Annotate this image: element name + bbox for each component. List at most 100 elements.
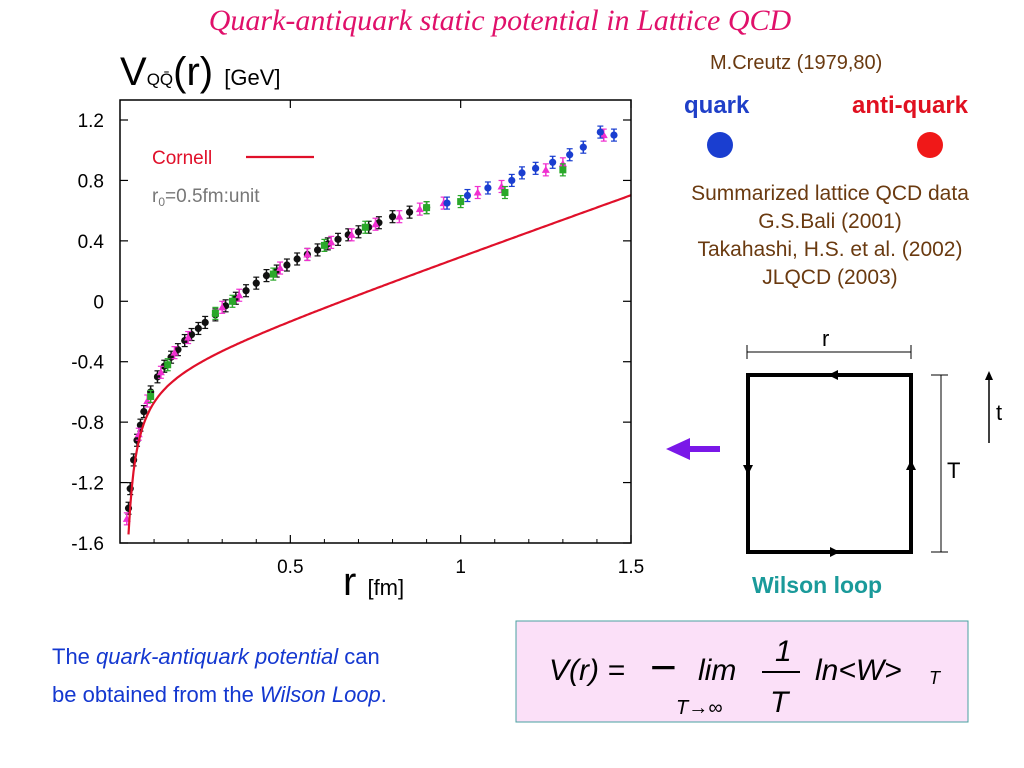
data-point — [293, 252, 301, 266]
ref-line: G.S.Bali (2001) — [758, 210, 902, 233]
data-point — [170, 346, 179, 360]
wilson-loop-rect — [746, 373, 913, 554]
ref-line: Takahashi, H.S. et al. (2002) — [697, 238, 963, 261]
data-point — [147, 389, 155, 404]
x-tick-label: 0.5 — [277, 557, 303, 578]
data-point — [579, 140, 587, 154]
wilson-loop-caption: Wilson loop — [752, 572, 883, 598]
formula-ln-sub: T — [929, 668, 942, 688]
wilson-loop-diagram: r T t — [743, 326, 1002, 557]
y-axis-label-main: V — [120, 50, 147, 94]
data-point — [283, 258, 291, 272]
formula-lim: lim — [698, 654, 736, 687]
data-point — [541, 163, 550, 177]
formula-numerator: 1 — [775, 635, 792, 668]
chart-ticks: 1.2 0.8 0.4 0 -0.4 -0.8 -1.2 -1.6 0.5 1 1.5 — [71, 100, 644, 578]
time-axis-label: t — [996, 400, 1002, 425]
data-point — [508, 173, 516, 188]
data-point — [463, 188, 472, 203]
r0-annotation: r0=0.5fm:unit — [152, 186, 260, 209]
x-tick-label: 1 — [455, 557, 466, 578]
antiquark-dot-icon — [917, 132, 943, 158]
antiquark-label: anti-quark — [852, 92, 969, 119]
data-point — [596, 125, 604, 139]
y-axis-label-sub: QQ̄ — [146, 70, 174, 89]
data-point — [327, 235, 336, 249]
data-point — [610, 128, 618, 142]
data-point — [262, 269, 271, 283]
y-tick-label: -1.2 — [71, 474, 104, 495]
r-dimension-label: r — [822, 326, 829, 351]
data-point — [276, 261, 285, 275]
data-point — [457, 194, 465, 209]
y-axis-label: VQQ̄(r) [GeV] — [120, 50, 280, 95]
data-point — [140, 404, 148, 419]
data-point — [473, 185, 482, 200]
y-tick-label: -0.8 — [71, 413, 104, 434]
y-axis-label-arg: (r) — [173, 50, 214, 94]
data-point — [518, 166, 526, 180]
ref-line: Summarized lattice QCD data — [691, 182, 969, 205]
data-point — [361, 220, 369, 234]
data-point — [354, 225, 363, 239]
data-point — [532, 161, 540, 175]
data-point — [194, 321, 202, 336]
data-point — [559, 163, 567, 177]
data-point — [252, 276, 260, 290]
data-point — [566, 148, 574, 162]
x-axis-label-main: r — [343, 560, 357, 604]
formula-lim-sub: T→∞ — [676, 697, 722, 719]
data-point — [334, 232, 342, 246]
y-tick-label: -0.4 — [71, 353, 104, 374]
formula: V(r) = − lim T→∞ 1 T ln<W> T — [515, 620, 969, 723]
chart-series — [122, 125, 618, 526]
formula-minus: − — [650, 641, 677, 693]
data-point — [347, 228, 356, 242]
y-tick-label: 0 — [93, 292, 104, 313]
data-point — [156, 365, 165, 379]
data-point — [269, 267, 277, 281]
y-tick-label: -1.6 — [71, 534, 104, 555]
left-arrow-down — [743, 465, 753, 475]
data-point — [218, 300, 227, 314]
y-axis-label-unit: [GeV] — [224, 65, 281, 90]
quark-label: quark — [684, 92, 750, 119]
data-point — [371, 217, 380, 231]
data-point — [211, 306, 219, 320]
y-tick-label: 0.8 — [78, 171, 104, 192]
data-point — [549, 155, 557, 169]
right-arrow-up — [906, 460, 916, 470]
data-point — [184, 330, 193, 345]
data-point — [201, 315, 209, 330]
x-axis-label: r [fm] — [343, 560, 404, 605]
data-point — [443, 196, 451, 210]
data-point — [242, 284, 250, 298]
data-point — [313, 243, 322, 257]
legend-cornell-label: Cornell — [152, 148, 212, 169]
y-tick-label: 0.4 — [78, 232, 105, 253]
formula-lhs: V(r) = — [549, 654, 625, 687]
quark-dot-icon — [707, 132, 733, 158]
T-dimension-label: T — [947, 458, 960, 483]
x-axis-label-unit: [fm] — [367, 575, 405, 600]
explanation-text: The quark-antiquark potential can be obt… — [52, 644, 387, 707]
ref-line: JLQCD (2003) — [762, 266, 898, 289]
plot-frame — [119, 99, 632, 544]
data-point — [395, 210, 404, 224]
bottom-arrow-right — [830, 547, 840, 557]
data-point — [405, 205, 414, 219]
data-point — [423, 201, 431, 215]
purple-arrow-icon — [666, 438, 720, 460]
data-references: Summarized lattice QCD data G.S.Bali (20… — [640, 180, 1020, 292]
top-arrow-left — [828, 370, 838, 380]
data-point — [320, 238, 328, 252]
x-tick-label: 1.5 — [618, 557, 644, 578]
data-point — [303, 247, 312, 262]
formula-denominator: T — [770, 686, 791, 719]
data-point — [235, 288, 244, 302]
data-point — [164, 358, 172, 372]
slide-title: Quark-antiquark static potential in Latt… — [208, 4, 792, 37]
y-tick-label: 1.2 — [78, 111, 104, 132]
data-point — [228, 294, 236, 308]
